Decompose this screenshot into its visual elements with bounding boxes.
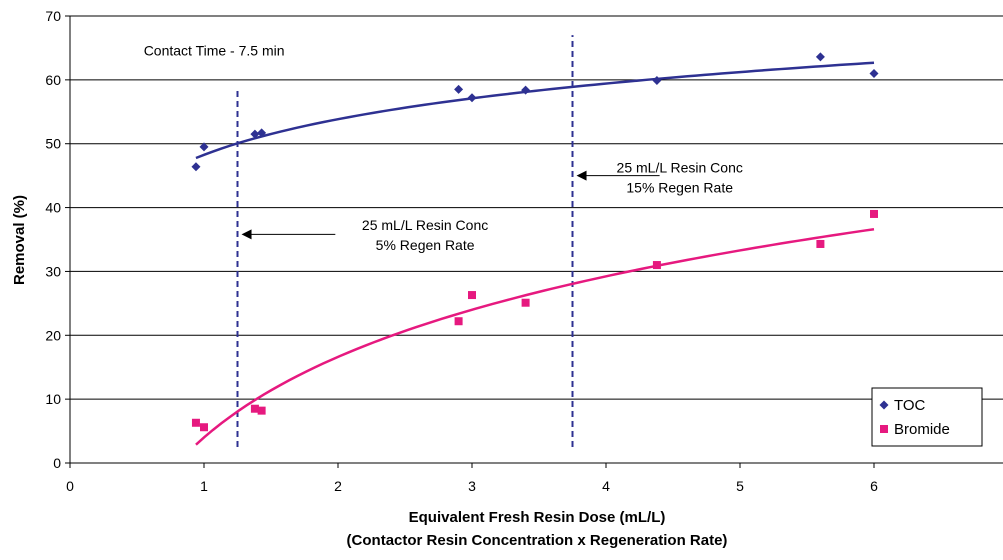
data-point-toc — [257, 128, 267, 138]
x-axis-title: Equivalent Fresh Resin Dose (mL/L) — [409, 509, 666, 526]
annotation-arrow-head — [241, 229, 252, 240]
y-tick-label: 10 — [45, 391, 61, 407]
data-point-toc — [467, 93, 477, 103]
x-tick-label: 4 — [602, 478, 610, 494]
y-tick-label: 40 — [45, 200, 61, 216]
annotation-contact-time: Contact Time - 7.5 min — [144, 43, 285, 59]
data-point-bromide — [454, 317, 463, 326]
data-point-toc — [521, 85, 531, 95]
data-point-bromide — [191, 418, 200, 427]
legend-marker-bromide — [880, 425, 888, 433]
data-point-bromide — [200, 423, 208, 432]
legend-box — [871, 387, 983, 447]
data-points — [191, 52, 879, 432]
data-point-toc — [815, 52, 825, 62]
y-tick-label: 20 — [45, 327, 61, 343]
data-point-bromide — [257, 406, 266, 415]
trendlines — [195, 61, 875, 446]
data-point-bromide — [468, 291, 476, 300]
axes — [65, 15, 1003, 468]
annotations: Contact Time - 7.5 min 25 mL/L Resin Conc… — [144, 43, 743, 253]
y-axis-title: Removal (%) — [11, 195, 28, 285]
legend: TOC Bromide — [871, 387, 983, 447]
y-tick-label: 50 — [45, 136, 61, 152]
x-tick-label: 6 — [870, 478, 878, 494]
annotation-label: 25 mL/L Resin Conc — [617, 159, 743, 175]
data-point-bromide — [816, 239, 825, 248]
annotation-label: 5% Regen Rate — [376, 237, 475, 253]
data-point-toc — [869, 68, 879, 78]
reference-lines — [236, 35, 574, 448]
x-tick-label: 3 — [468, 478, 476, 494]
x-axis-subtitle: (Contactor Resin Concentration x Regener… — [347, 532, 728, 549]
data-point-toc — [250, 129, 260, 139]
y-tick-label: 60 — [45, 72, 61, 88]
y-tick-label: 70 — [45, 8, 61, 24]
trendline-toc — [195, 61, 875, 160]
legend-label-bromide: Bromide — [894, 421, 950, 438]
x-tick-label: 2 — [334, 478, 342, 494]
y-tick-label: 30 — [45, 263, 61, 279]
annotation-arrow-head — [576, 170, 587, 181]
data-point-bromide — [652, 261, 661, 270]
data-point-toc — [191, 162, 201, 172]
annotation-label: 25 mL/L Resin Conc — [362, 217, 488, 233]
x-tick-label: 5 — [736, 478, 744, 494]
tick-labels: 0 10 20 30 40 50 60 70 0 1 2 3 4 5 6 — [45, 8, 878, 494]
data-point-toc — [454, 84, 464, 94]
data-point-bromide — [521, 298, 530, 307]
data-point-bromide — [870, 209, 878, 218]
gridlines — [70, 15, 1003, 400]
data-point-toc — [199, 142, 209, 152]
y-tick-label: 0 — [53, 455, 61, 471]
x-tick-label: 0 — [66, 478, 74, 494]
data-point-bromide — [250, 404, 259, 413]
annotation-label: 15% Regen Rate — [626, 179, 733, 195]
trendline-bromide — [195, 227, 875, 446]
data-point-toc — [652, 75, 662, 85]
legend-marker-toc — [879, 400, 889, 410]
legend-label-toc: TOC — [894, 397, 926, 414]
x-tick-label: 1 — [200, 478, 208, 494]
